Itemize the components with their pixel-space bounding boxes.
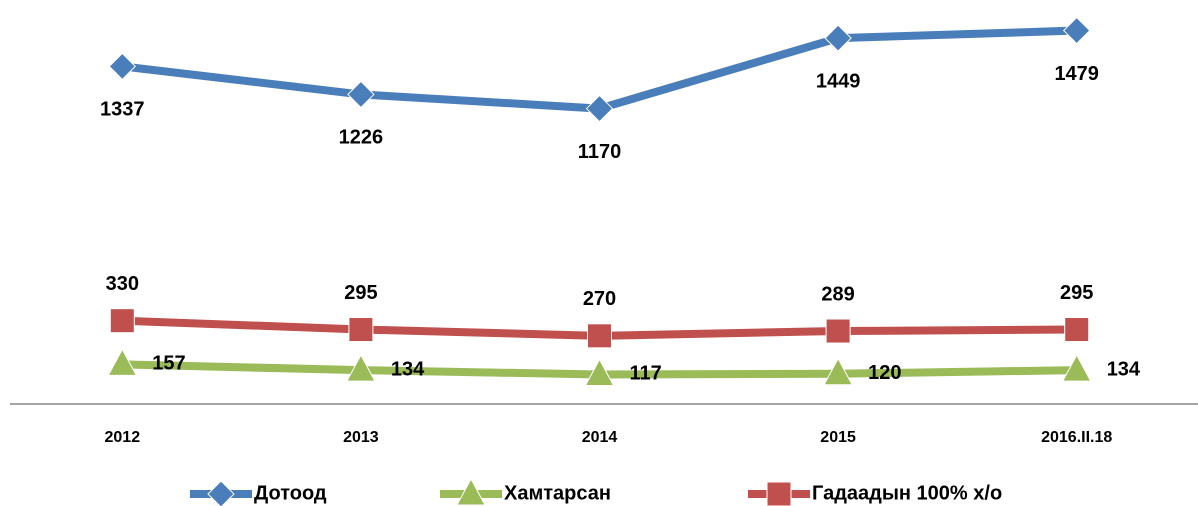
x-tick-label: 2014 (582, 429, 618, 446)
data-label: 330 (106, 273, 139, 295)
marker (207, 480, 235, 506)
legend-label: Дотоод (254, 482, 327, 504)
marker (456, 477, 486, 506)
data-label: 1170 (578, 141, 621, 163)
data-label: 1226 (339, 127, 384, 149)
data-label: 1449 (816, 70, 861, 92)
marker (346, 354, 376, 382)
data-label: 295 (1060, 282, 1093, 304)
marker (107, 348, 138, 376)
marker (347, 80, 375, 109)
data-label: 134 (1107, 358, 1141, 380)
marker (108, 52, 137, 81)
data-label: 157 (152, 353, 185, 375)
legend-label: Хамтарсан (504, 482, 611, 504)
x-tick-label: 2015 (820, 429, 856, 446)
data-label: 270 (583, 288, 616, 310)
marker (1064, 317, 1090, 343)
data-label: 117 (630, 363, 662, 385)
x-tick-label: 2013 (343, 429, 379, 446)
data-label: 289 (821, 283, 854, 305)
x-tick-label: 2012 (105, 429, 141, 446)
data-label: 295 (344, 282, 377, 304)
marker (824, 24, 852, 52)
marker (584, 358, 615, 386)
marker (766, 481, 792, 506)
marker (823, 357, 853, 386)
marker (825, 318, 851, 344)
legend-label: Гадаадын 100% х/о (812, 482, 1002, 504)
data-label: 120 (868, 362, 901, 384)
x-tick-label: 2016.II.18 (1041, 429, 1112, 446)
data-label: 1479 (1054, 63, 1099, 85)
data-label: 1337 (100, 99, 145, 121)
marker (109, 308, 135, 334)
data-label: 134 (391, 358, 425, 380)
marker (1062, 16, 1091, 45)
marker (585, 94, 614, 123)
marker (587, 323, 612, 349)
marker (348, 317, 374, 343)
marker (1061, 354, 1092, 382)
